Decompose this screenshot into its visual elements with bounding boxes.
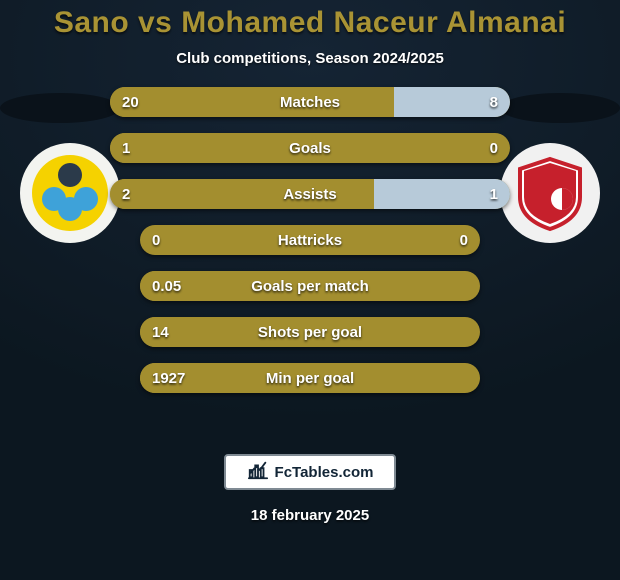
date-label: 18 february 2025 <box>0 507 620 524</box>
stat-label: Hattricks <box>140 225 480 255</box>
stat-fill-left <box>110 179 374 209</box>
brand-text: FcTables.com <box>275 464 374 481</box>
stat-row: Shots per goal14 <box>140 317 480 347</box>
stat-fill-left <box>140 363 419 393</box>
stat-value-right: 0 <box>460 225 468 255</box>
page-title: Sano vs Mohamed Naceur Almanai <box>0 6 620 40</box>
stat-row: Min per goal1927 <box>140 363 480 393</box>
stat-fill-left <box>140 317 419 347</box>
stat-fill-right <box>374 179 510 209</box>
stat-row: Goals per match0.05 <box>140 271 480 301</box>
stat-row: Hattricks0 0 <box>140 225 480 255</box>
stat-row: Matches208 <box>110 87 510 117</box>
player-shadow-left <box>0 93 120 123</box>
stat-fill-left <box>140 271 419 301</box>
stat-row: Goals10 <box>110 133 510 163</box>
stat-value-right: 0 <box>490 133 498 163</box>
brand-badge: FcTables.com <box>224 454 396 490</box>
club-logo-right <box>500 143 600 243</box>
stat-fill-left <box>110 133 398 163</box>
stat-bars: Matches208Goals10Assists21Hattricks00Goa… <box>110 87 510 393</box>
club-logo-left-inner <box>30 153 110 233</box>
club-logo-left <box>20 143 120 243</box>
player-shadow-right <box>500 93 620 123</box>
stat-row: Assists21 <box>110 179 510 209</box>
subtitle: Club competitions, Season 2024/2025 <box>0 50 620 67</box>
stat-value-left: 0 <box>152 225 160 255</box>
club-logo-right-inner <box>510 153 590 233</box>
stats-stage: Matches208Goals10Assists21Hattricks00Goa… <box>0 87 620 447</box>
comparison-card: Sano vs Mohamed Naceur Almanai Club comp… <box>0 0 620 580</box>
stat-fill-right <box>394 87 510 117</box>
stat-fill-left <box>110 87 394 117</box>
chart-icon <box>247 459 269 485</box>
